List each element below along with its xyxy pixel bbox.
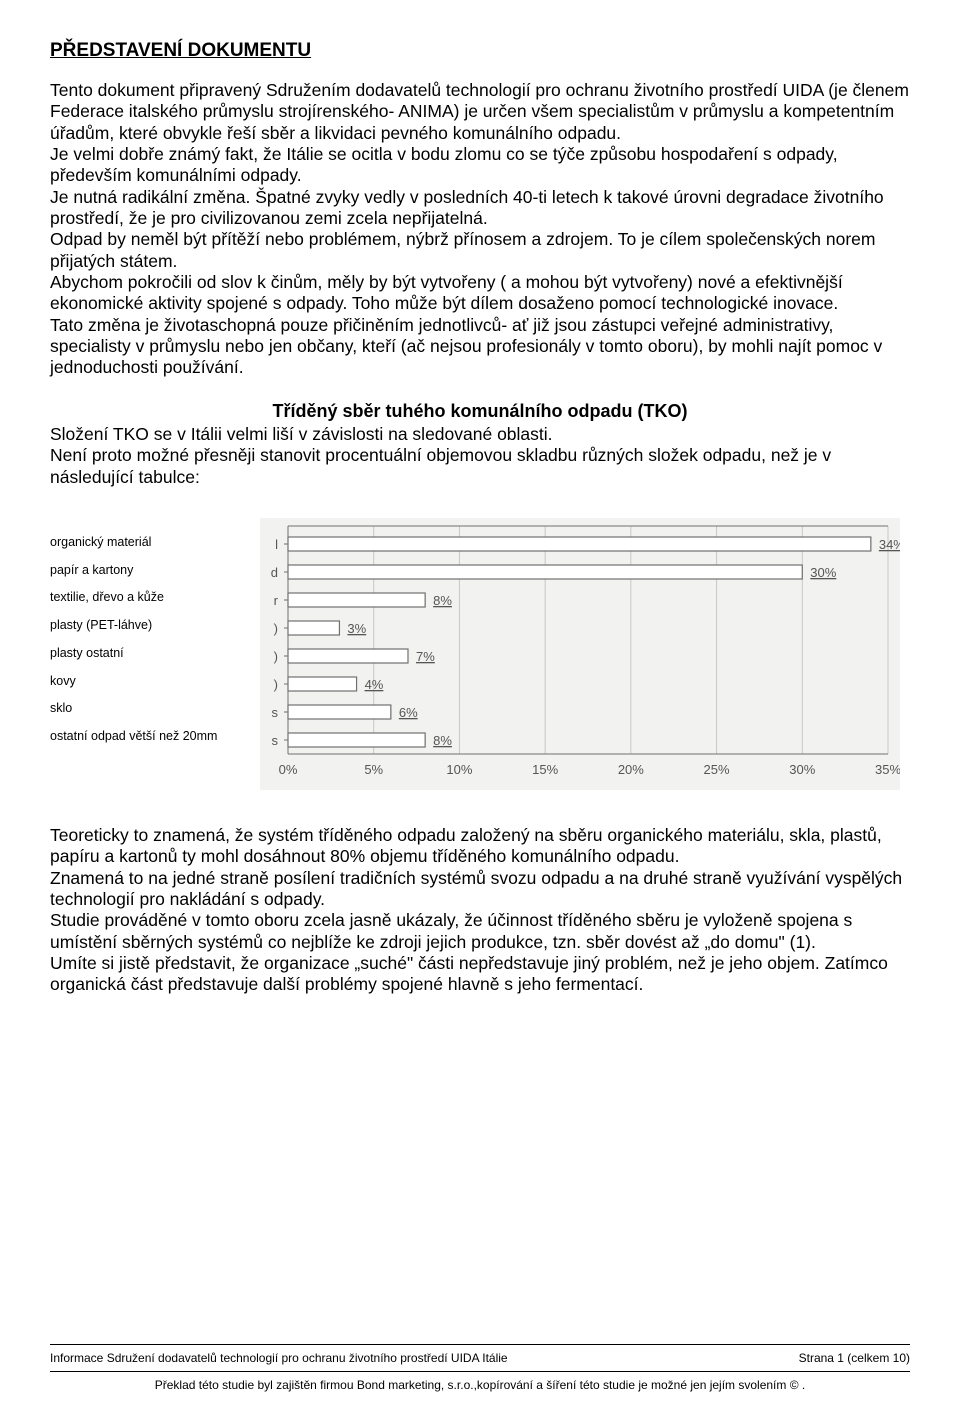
svg-text:10%: 10%	[446, 762, 472, 777]
chart-value-label: 8%	[433, 593, 452, 608]
footer-right-text: Strana 1 (celkem 10)	[799, 1351, 910, 1365]
footer-left-text: Informace Sdružení dodavatelů technologi…	[50, 1351, 508, 1365]
chart-value-label: 6%	[399, 705, 418, 720]
paragraph-6: Tato změna je životaschopná pouze přičin…	[50, 315, 910, 379]
footer-line-1: Informace Sdružení dodavatelů technologi…	[50, 1351, 910, 1365]
chart-category-label: kovy	[50, 675, 260, 689]
chart-value-label: 34%	[879, 537, 900, 552]
paragraph-1: Tento dokument připravený Sdružením doda…	[50, 80, 910, 144]
chart-axis-letter: s	[272, 705, 279, 720]
chart-bar	[288, 649, 408, 663]
chart-value-label: 30%	[810, 565, 836, 580]
chart-value-label: 4%	[365, 677, 384, 692]
bar-chart: 0% 5% 10% 15% 20% 25% 30% 35% 34% l 30% d 8% r 3%) 7%) 4…	[260, 518, 900, 790]
svg-text:35%: 35%	[875, 762, 900, 777]
paragraph-10: Znamená to na jedné straně posílení trad…	[50, 868, 910, 911]
chart-category-label: sklo	[50, 702, 260, 716]
paragraph-9: Teoreticky to znamená, že systém tříděné…	[50, 825, 910, 868]
section-subtitle: Tříděný sběr tuhého komunálního odpadu (…	[50, 401, 910, 422]
svg-text:30%: 30%	[789, 762, 815, 777]
footer-separator-1	[50, 1344, 910, 1345]
chart-bar	[288, 565, 802, 579]
page-footer: Informace Sdružení dodavatelů technologi…	[50, 1338, 910, 1392]
chart-axis-letter: )	[274, 621, 278, 636]
chart-category-label: organický materiál	[50, 536, 260, 550]
chart-axis-letter: d	[271, 565, 278, 580]
page-title: PŘEDSTAVENÍ DOKUMENTU	[50, 40, 910, 62]
chart-axis-letter: s	[272, 733, 279, 748]
chart-category-label: papír a kartony	[50, 564, 260, 578]
chart-axis-letter: l	[275, 537, 278, 552]
paragraph-2: Je velmi dobře známý fakt, že Itálie se …	[50, 144, 910, 187]
chart-axis-letter: r	[274, 593, 279, 608]
svg-text:20%: 20%	[618, 762, 644, 777]
chart-svg-container: 0% 5% 10% 15% 20% 25% 30% 35% 34% l 30% d 8% r 3%) 7%) 4…	[260, 518, 910, 795]
chart-category-label: plasty (PET-láhve)	[50, 619, 260, 633]
footer-line-2: Překlad této studie byl zajištěn firmou …	[50, 1378, 910, 1392]
chart-bar	[288, 677, 357, 691]
chart-bar	[288, 537, 871, 551]
paragraph-11: Studie prováděné v tomto oboru zcela jas…	[50, 910, 910, 953]
document-page: PŘEDSTAVENÍ DOKUMENTU Tento dokument při…	[0, 0, 960, 1402]
chart-value-label: 8%	[433, 733, 452, 748]
chart-bar	[288, 733, 425, 747]
svg-text:25%: 25%	[704, 762, 730, 777]
chart-bar	[288, 621, 339, 635]
paragraph-7: Složení TKO se v Itálii velmi liší v záv…	[50, 424, 910, 445]
chart-category-label: textilie, dřevo a kůže	[50, 591, 260, 605]
chart-value-label: 7%	[416, 649, 435, 664]
chart-axis-letter: )	[274, 677, 278, 692]
chart-category-labels: organický materiál papír a kartony textili…	[50, 518, 260, 744]
svg-text:0%: 0%	[279, 762, 298, 777]
paragraph-3: Je nutná radikální změna. Špatné zvyky v…	[50, 187, 910, 230]
chart-bar	[288, 705, 391, 719]
paragraph-8: Není proto možné přesněji stanovit proce…	[50, 445, 910, 488]
chart-category-label: plasty ostatní	[50, 647, 260, 661]
chart-section: organický materiál papír a kartony textili…	[50, 518, 910, 795]
chart-bar	[288, 593, 425, 607]
svg-text:15%: 15%	[532, 762, 558, 777]
chart-category-label: ostatní odpad větší než 20mm	[50, 730, 260, 744]
paragraph-4: Odpad by neměl být přítěží nebo probléme…	[50, 229, 910, 272]
chart-axis-letter: )	[274, 649, 278, 664]
chart-value-label: 3%	[347, 621, 366, 636]
paragraph-5: Abychom pokročili od slov k činům, měly …	[50, 272, 910, 315]
paragraph-12: Umíte si jistě představit, že organizace…	[50, 953, 910, 996]
footer-separator-2	[50, 1371, 910, 1372]
svg-text:5%: 5%	[364, 762, 383, 777]
